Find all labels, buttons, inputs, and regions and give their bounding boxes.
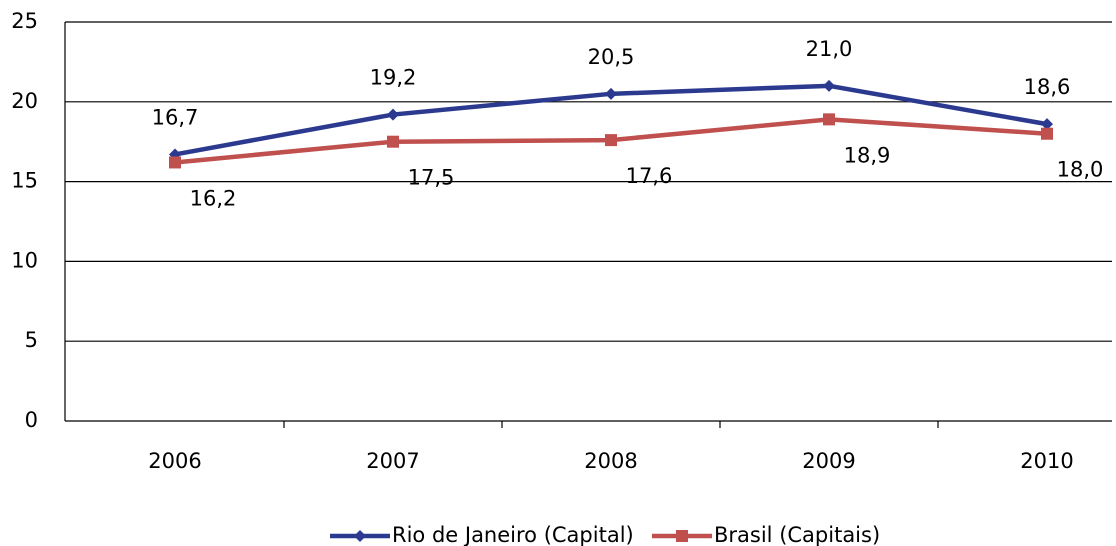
x-tick-label: 2009 bbox=[802, 449, 855, 473]
x-tick-label: 2007 bbox=[366, 449, 419, 473]
y-tick-label: 20 bbox=[11, 89, 38, 113]
y-tick-label: 15 bbox=[11, 169, 38, 193]
data-label: 18,9 bbox=[844, 143, 891, 167]
y-tick-label: 0 bbox=[25, 408, 38, 432]
x-tick-label: 2010 bbox=[1020, 449, 1073, 473]
y-tick-label: 5 bbox=[25, 328, 38, 352]
point bbox=[823, 79, 835, 92]
legend-label: Brasil (Capitais) bbox=[714, 523, 880, 546]
point bbox=[605, 87, 617, 100]
x-tick-label: 2008 bbox=[584, 449, 637, 473]
data-label: 18,0 bbox=[1057, 158, 1104, 182]
y-tick-label: 25 bbox=[11, 9, 38, 33]
point bbox=[676, 530, 688, 542]
data-label: 17,6 bbox=[626, 164, 673, 188]
data-label: 19,2 bbox=[370, 66, 417, 90]
legend-label: Rio de Janeiro (Capital) bbox=[392, 523, 634, 546]
y-tick-label: 10 bbox=[11, 248, 38, 272]
point bbox=[387, 135, 399, 148]
x-tick-label: 2006 bbox=[148, 449, 201, 473]
data-label: 17,5 bbox=[408, 166, 455, 190]
data-label: 16,2 bbox=[190, 186, 237, 210]
point bbox=[605, 134, 617, 147]
data-label: 16,7 bbox=[152, 105, 199, 129]
point bbox=[387, 108, 399, 121]
data-label: 20,5 bbox=[588, 45, 635, 69]
data-label: 21,0 bbox=[806, 37, 853, 61]
point bbox=[1041, 118, 1053, 131]
point bbox=[823, 113, 835, 126]
point bbox=[1041, 127, 1053, 140]
point bbox=[354, 530, 366, 542]
data-label: 18,6 bbox=[1024, 75, 1071, 99]
point bbox=[169, 156, 181, 169]
